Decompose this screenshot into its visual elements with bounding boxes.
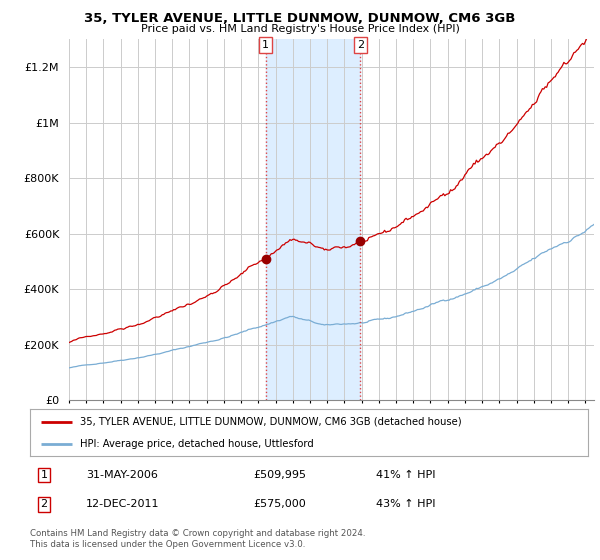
Text: 35, TYLER AVENUE, LITTLE DUNMOW, DUNMOW, CM6 3GB (detached house): 35, TYLER AVENUE, LITTLE DUNMOW, DUNMOW,… xyxy=(80,417,462,427)
Text: 43% ↑ HPI: 43% ↑ HPI xyxy=(376,500,436,510)
Text: Contains HM Land Registry data © Crown copyright and database right 2024.
This d: Contains HM Land Registry data © Crown c… xyxy=(30,529,365,549)
Text: £575,000: £575,000 xyxy=(253,500,306,510)
Text: 2: 2 xyxy=(356,40,364,50)
Text: 31-MAY-2006: 31-MAY-2006 xyxy=(86,470,158,480)
Text: 1: 1 xyxy=(40,470,47,480)
Bar xyxy=(266,39,360,400)
Text: 2: 2 xyxy=(40,500,47,510)
Text: 41% ↑ HPI: 41% ↑ HPI xyxy=(376,470,436,480)
Text: 12-DEC-2011: 12-DEC-2011 xyxy=(86,500,160,510)
Text: 35, TYLER AVENUE, LITTLE DUNMOW, DUNMOW, CM6 3GB: 35, TYLER AVENUE, LITTLE DUNMOW, DUNMOW,… xyxy=(85,12,515,25)
Text: £509,995: £509,995 xyxy=(253,470,306,480)
Text: Price paid vs. HM Land Registry's House Price Index (HPI): Price paid vs. HM Land Registry's House … xyxy=(140,24,460,34)
Text: HPI: Average price, detached house, Uttlesford: HPI: Average price, detached house, Uttl… xyxy=(80,438,314,449)
Text: 1: 1 xyxy=(262,40,269,50)
